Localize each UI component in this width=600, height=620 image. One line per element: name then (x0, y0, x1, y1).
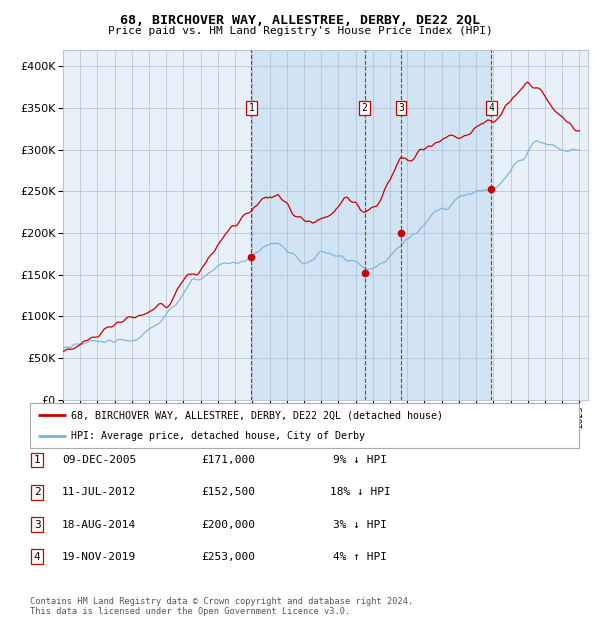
Text: 1: 1 (248, 103, 254, 113)
Text: £152,500: £152,500 (201, 487, 255, 497)
FancyBboxPatch shape (30, 403, 579, 448)
Text: 9% ↓ HPI: 9% ↓ HPI (333, 455, 387, 465)
Text: 18% ↓ HPI: 18% ↓ HPI (329, 487, 391, 497)
Text: 2: 2 (34, 487, 41, 497)
Text: 4% ↑ HPI: 4% ↑ HPI (333, 552, 387, 562)
Text: Price paid vs. HM Land Registry's House Price Index (HPI): Price paid vs. HM Land Registry's House … (107, 26, 493, 36)
Text: £253,000: £253,000 (201, 552, 255, 562)
Bar (251, 50, 491, 400)
Text: £171,000: £171,000 (201, 455, 255, 465)
Text: 3: 3 (398, 103, 404, 113)
Text: 1: 1 (34, 455, 41, 465)
Text: 4: 4 (488, 103, 494, 113)
Text: 19-NOV-2019: 19-NOV-2019 (62, 552, 136, 562)
Text: Contains HM Land Registry data © Crown copyright and database right 2024.: Contains HM Land Registry data © Crown c… (30, 597, 413, 606)
Text: 11-JUL-2012: 11-JUL-2012 (62, 487, 136, 497)
Text: 2: 2 (362, 103, 368, 113)
Text: 18-AUG-2014: 18-AUG-2014 (62, 520, 136, 529)
Text: 3% ↓ HPI: 3% ↓ HPI (333, 520, 387, 529)
Text: 3: 3 (34, 520, 41, 529)
Text: This data is licensed under the Open Government Licence v3.0.: This data is licensed under the Open Gov… (30, 606, 350, 616)
Text: 4: 4 (34, 552, 41, 562)
Text: HPI: Average price, detached house, City of Derby: HPI: Average price, detached house, City… (71, 432, 365, 441)
Text: £200,000: £200,000 (201, 520, 255, 529)
Text: 68, BIRCHOVER WAY, ALLESTREE, DERBY, DE22 2QL: 68, BIRCHOVER WAY, ALLESTREE, DERBY, DE2… (120, 14, 480, 27)
Text: 68, BIRCHOVER WAY, ALLESTREE, DERBY, DE22 2QL (detached house): 68, BIRCHOVER WAY, ALLESTREE, DERBY, DE2… (71, 410, 443, 420)
Text: 09-DEC-2005: 09-DEC-2005 (62, 455, 136, 465)
